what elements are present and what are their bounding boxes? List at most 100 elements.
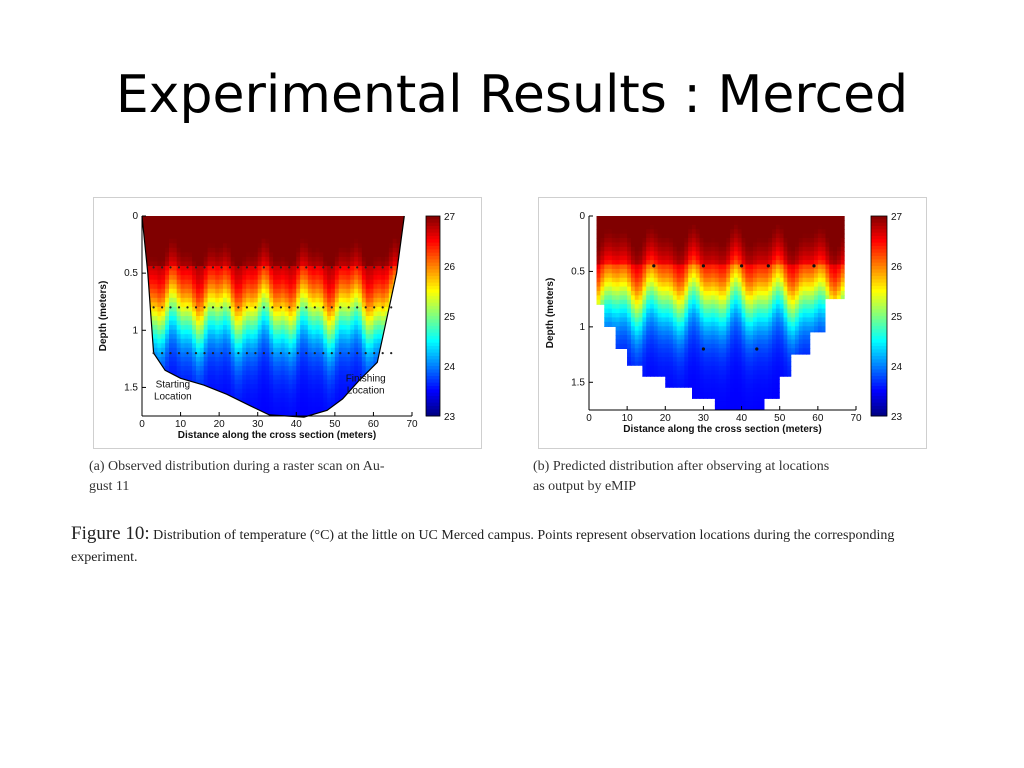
- heatmap-cell: [350, 347, 355, 353]
- heatmap-cell: [261, 320, 267, 326]
- heatmap-cell: [657, 273, 663, 279]
- heatmap-cell: [714, 343, 720, 349]
- heatmap-cell: [703, 357, 708, 363]
- heatmap-cell: [311, 288, 317, 294]
- heatmap-cell: [361, 325, 367, 331]
- heatmap-cell: [726, 233, 731, 239]
- heatmap-cell: [634, 383, 640, 389]
- heatmap-cell: [238, 343, 243, 349]
- heatmap-cell: [319, 325, 324, 331]
- heatmap-cell: [319, 279, 324, 285]
- heatmap-cell: [323, 375, 328, 381]
- heatmap-cell: [296, 270, 301, 276]
- heatmap-cell: [377, 343, 382, 349]
- heatmap-cell: [334, 370, 340, 376]
- heatmap-cell: [192, 284, 197, 290]
- heatmap-cell: [211, 352, 216, 358]
- heatmap-cell: [211, 297, 216, 303]
- heatmap-cell: [311, 316, 317, 322]
- heatmap-cell: [369, 320, 375, 326]
- heatmap-cell: [623, 383, 628, 389]
- heatmap-cell: [207, 356, 213, 363]
- heatmap-cell: [630, 277, 636, 283]
- heatmap-cell: [358, 311, 363, 317]
- heatmap-cell: [388, 397, 394, 403]
- heatmap-cell: [230, 393, 236, 399]
- heatmap-cell: [273, 329, 278, 335]
- heatmap-cell: [653, 233, 659, 239]
- heatmap-cell: [334, 406, 340, 413]
- heatmap-cell: [646, 277, 651, 283]
- heatmap-cell: [169, 316, 174, 322]
- heatmap-cell: [726, 220, 731, 226]
- heatmap-cell: [180, 343, 186, 349]
- heatmap-cell: [373, 293, 378, 299]
- heatmap-cell: [638, 387, 643, 393]
- heatmap-cell: [711, 299, 716, 305]
- heatmap-cell: [300, 234, 305, 240]
- heatmap-cell: [219, 261, 224, 267]
- heatmap-cell: [385, 402, 390, 408]
- heatmap-cell: [219, 343, 224, 349]
- heatmap-cell: [661, 401, 666, 407]
- heatmap-cell: [691, 229, 697, 235]
- heatmap-cell: [277, 356, 282, 363]
- heatmap-cell: [604, 343, 609, 349]
- heatmap-cell: [665, 339, 670, 345]
- heatmap-cell: [726, 401, 731, 407]
- heatmap-cell: [172, 225, 178, 231]
- heatmap-cell: [203, 379, 209, 385]
- heatmap-cell: [315, 334, 321, 340]
- heatmap-cell: [304, 229, 309, 235]
- heatmap-cell: [699, 321, 705, 327]
- heatmap-cell: [319, 316, 324, 322]
- heatmap-cell: [714, 361, 720, 367]
- heatmap-cell: [703, 370, 708, 376]
- heatmap-cell: [165, 406, 170, 413]
- heatmap-cell: [707, 396, 712, 402]
- heatmap-cell: [646, 379, 651, 385]
- heatmap-cell: [608, 365, 613, 371]
- heatmap-cell: [319, 329, 324, 335]
- heatmap-cell: [184, 275, 189, 281]
- heatmap-cell: [296, 297, 301, 303]
- heatmap-cell: [253, 284, 259, 290]
- heatmap-cell: [157, 275, 162, 281]
- heatmap-cell: [196, 220, 201, 226]
- heatmap-cell: [596, 264, 598, 270]
- heatmap-cell: [657, 326, 663, 332]
- heatmap-cell: [604, 365, 609, 371]
- heatmap-cell: [288, 406, 294, 413]
- heatmap-cell: [608, 330, 613, 336]
- heatmap-cell: [219, 288, 224, 294]
- heatmap-cell: [257, 402, 263, 408]
- heatmap-cell: [657, 379, 663, 385]
- heatmap-cell: [277, 375, 282, 381]
- heatmap-cell: [161, 311, 166, 317]
- colorbar-segment: [426, 399, 440, 404]
- heatmap-cell: [203, 375, 209, 381]
- heatmap-cell: [373, 261, 378, 267]
- heatmap-cell: [226, 384, 232, 390]
- heatmap-cell: [230, 216, 236, 222]
- heatmap-cell: [292, 402, 297, 408]
- heatmap-cell: [296, 352, 301, 358]
- observation-point: [296, 306, 299, 309]
- heatmap-cell: [238, 302, 243, 308]
- heatmap-cell: [238, 370, 243, 376]
- heatmap-cell: [630, 370, 636, 376]
- heatmap-cell: [661, 321, 666, 327]
- heatmap-cell: [153, 338, 159, 344]
- heatmap-cell: [257, 352, 263, 358]
- heatmap-cell: [354, 311, 359, 317]
- heatmap-cell: [192, 229, 197, 235]
- heatmap-cell: [334, 279, 340, 285]
- heatmap-cell: [377, 220, 382, 226]
- heatmap-cell: [392, 243, 398, 249]
- heatmap-cell: [277, 406, 282, 413]
- heatmap-cell: [223, 329, 228, 335]
- heatmap-cell: [665, 392, 670, 398]
- observation-point: [161, 266, 164, 269]
- heatmap-cell: [307, 256, 313, 263]
- heatmap-cell: [319, 216, 324, 222]
